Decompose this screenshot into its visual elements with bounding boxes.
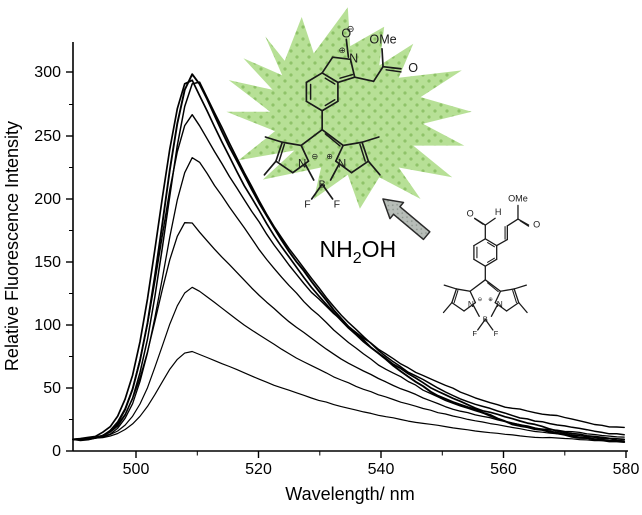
svg-text:⊖: ⊖	[478, 297, 483, 303]
svg-text:250: 250	[34, 128, 61, 145]
svg-text:Relative Fluorescence Intensit: Relative Fluorescence Intensity	[2, 121, 22, 371]
svg-text:OMe: OMe	[508, 194, 528, 204]
svg-text:H: H	[495, 207, 502, 217]
svg-text:0: 0	[52, 443, 61, 460]
svg-text:N: N	[298, 158, 306, 170]
svg-text:200: 200	[34, 191, 61, 208]
svg-text:F: F	[494, 329, 499, 338]
svg-text:N: N	[338, 158, 346, 170]
svg-text:N: N	[497, 299, 503, 309]
svg-text:50: 50	[43, 380, 61, 397]
svg-text:N: N	[349, 51, 358, 65]
svg-text:⊕: ⊕	[339, 45, 346, 55]
svg-text:O: O	[408, 61, 418, 75]
svg-text:B: B	[319, 178, 326, 190]
svg-text:⊕: ⊕	[488, 297, 493, 303]
svg-text:Wavelength/ nm: Wavelength/ nm	[285, 484, 414, 504]
svg-text:F: F	[334, 198, 340, 210]
svg-text:150: 150	[34, 254, 61, 271]
svg-text:540: 540	[368, 461, 395, 478]
svg-text:300: 300	[34, 64, 61, 81]
svg-text:O: O	[341, 26, 351, 40]
svg-text:O: O	[533, 219, 540, 229]
svg-text:B: B	[483, 315, 488, 324]
svg-text:OMe: OMe	[369, 33, 396, 47]
svg-text:N: N	[468, 299, 474, 309]
svg-text:100: 100	[34, 317, 61, 334]
svg-text:520: 520	[245, 461, 272, 478]
svg-text:500: 500	[123, 461, 150, 478]
svg-text:⊖: ⊖	[312, 152, 319, 161]
svg-text:F: F	[472, 329, 477, 338]
svg-text:⊕: ⊕	[326, 152, 333, 161]
svg-text:F: F	[304, 198, 310, 210]
svg-text:O: O	[467, 209, 474, 219]
svg-text:580: 580	[613, 461, 640, 478]
svg-text:560: 560	[490, 461, 517, 478]
